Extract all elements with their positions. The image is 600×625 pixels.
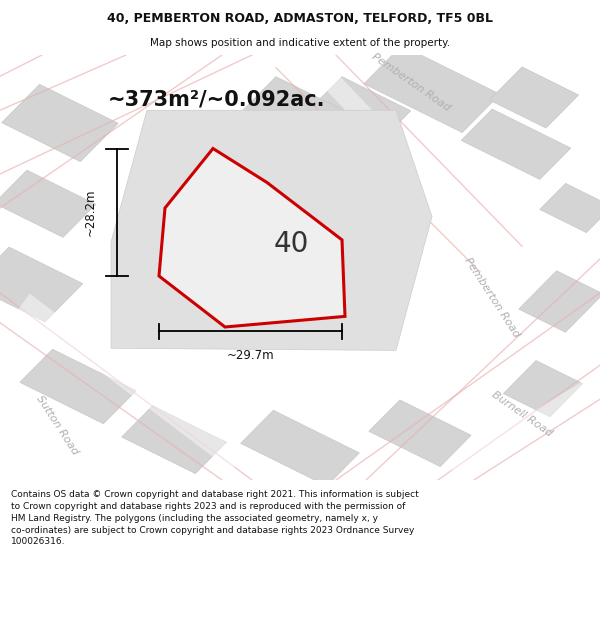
- Polygon shape: [159, 149, 345, 327]
- Polygon shape: [519, 271, 600, 332]
- Polygon shape: [364, 46, 500, 132]
- Polygon shape: [0, 247, 83, 322]
- Text: ~28.2m: ~28.2m: [83, 189, 97, 236]
- Polygon shape: [490, 67, 578, 128]
- Polygon shape: [2, 84, 118, 162]
- Polygon shape: [122, 406, 226, 474]
- Text: Map shows position and indicative extent of the property.: Map shows position and indicative extent…: [150, 39, 450, 49]
- Text: Contains OS data © Crown copyright and database right 2021. This information is : Contains OS data © Crown copyright and d…: [11, 490, 419, 546]
- Polygon shape: [540, 183, 600, 232]
- Polygon shape: [369, 400, 471, 467]
- Text: ~373m²/~0.092ac.: ~373m²/~0.092ac.: [108, 89, 325, 109]
- Polygon shape: [111, 110, 432, 351]
- Polygon shape: [461, 109, 571, 179]
- Polygon shape: [20, 349, 136, 424]
- Text: Sutton Road: Sutton Road: [34, 393, 80, 456]
- Polygon shape: [0, 170, 96, 238]
- Polygon shape: [241, 410, 359, 486]
- Text: Pemberton Road: Pemberton Road: [370, 52, 452, 114]
- Text: 40: 40: [274, 230, 308, 258]
- Text: ~29.7m: ~29.7m: [227, 349, 274, 362]
- Text: Pemberton Road: Pemberton Road: [463, 256, 521, 339]
- Polygon shape: [503, 361, 583, 417]
- Text: Burnell Road: Burnell Road: [490, 389, 554, 439]
- Polygon shape: [309, 77, 411, 144]
- Polygon shape: [243, 77, 345, 144]
- Text: 40, PEMBERTON ROAD, ADMASTON, TELFORD, TF5 0BL: 40, PEMBERTON ROAD, ADMASTON, TELFORD, T…: [107, 12, 493, 25]
